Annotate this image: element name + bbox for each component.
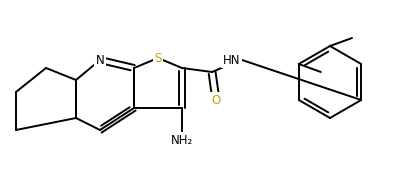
Text: S: S — [154, 52, 162, 64]
Text: NH₂: NH₂ — [171, 133, 193, 146]
Text: HN: HN — [222, 54, 240, 67]
Text: N: N — [96, 54, 104, 67]
Text: O: O — [212, 93, 221, 106]
